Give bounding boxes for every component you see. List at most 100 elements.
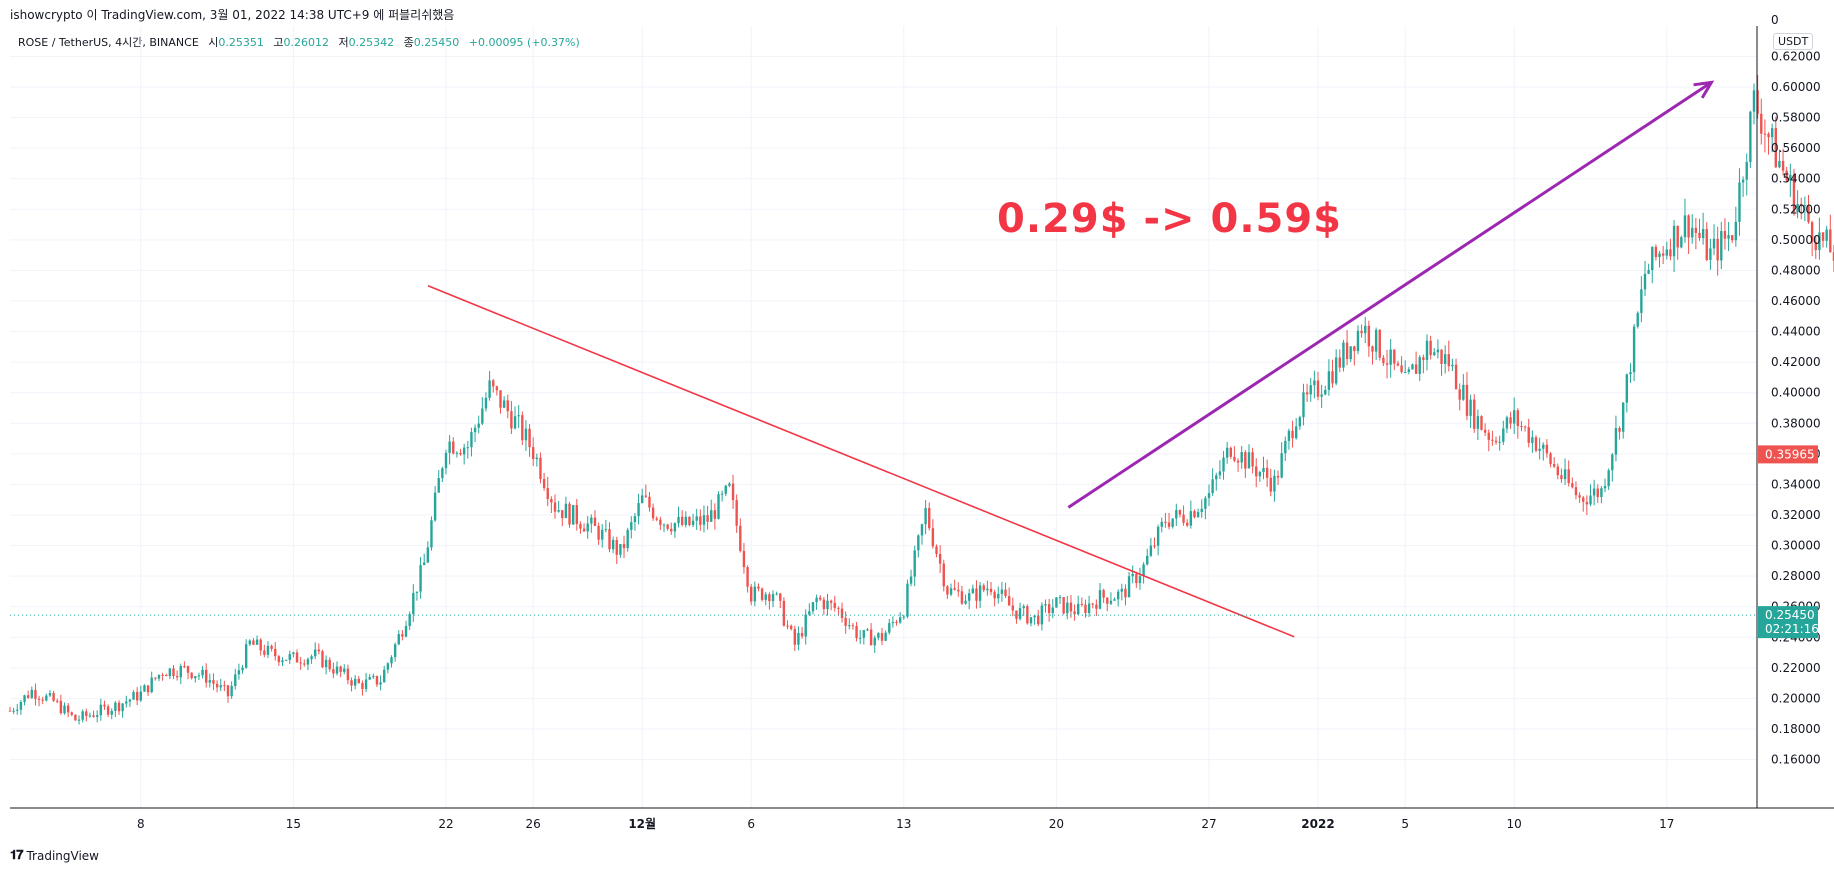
candle-body: [430, 520, 433, 548]
candle-body: [1473, 399, 1476, 429]
candle-body: [317, 649, 321, 652]
candle-body: [680, 516, 684, 525]
growth-arrow: [1067, 81, 1713, 509]
candle-body: [404, 626, 408, 637]
candle-body: [1200, 508, 1203, 513]
candle-body: [1629, 372, 1632, 375]
x-tick-label: 5: [1401, 817, 1409, 831]
tradingview-logo[interactable]: 𝟏𝟕 TradingView: [10, 848, 99, 863]
candle-body: [1563, 469, 1567, 480]
candle-body: [1422, 357, 1425, 360]
candle-body: [1829, 229, 1832, 253]
x-tick-label: 26: [526, 817, 541, 831]
candle-body: [226, 685, 230, 697]
candle-body: [1262, 467, 1265, 473]
candle-body: [1393, 349, 1396, 364]
candle-body: [150, 677, 153, 693]
symbol-name[interactable]: ROSE / TetherUS, 4시간, BINANCE: [18, 36, 199, 49]
currency-button[interactable]: USDT: [1773, 33, 1814, 50]
candle-body: [673, 523, 677, 532]
candle-body: [1345, 342, 1349, 360]
candle-body: [1135, 573, 1138, 584]
candle-body: [789, 625, 793, 630]
candle-body: [303, 663, 306, 665]
candle-body: [909, 576, 913, 584]
candle-body: [728, 483, 731, 486]
candle-body: [1106, 597, 1109, 604]
candle-body: [651, 507, 655, 519]
candle-body: [30, 689, 33, 698]
candle-body: [1738, 182, 1741, 222]
candle-body: [41, 699, 44, 701]
candle-body: [1476, 416, 1480, 429]
candle-body: [1084, 604, 1087, 614]
candle-body: [564, 503, 568, 519]
candle-body: [1469, 399, 1472, 416]
candle-body: [1047, 604, 1051, 614]
candle-body: [615, 539, 618, 555]
candle-body: [1643, 273, 1647, 290]
y-tick-label: 0.32000: [1771, 508, 1821, 522]
candle-body: [720, 493, 724, 495]
candle-body: [1244, 452, 1247, 469]
candle-body: [1073, 611, 1076, 615]
candle-body: [1527, 427, 1530, 443]
candle-body: [829, 600, 833, 603]
candle-body: [597, 525, 600, 540]
candle-body: [688, 516, 691, 526]
candle-body: [1360, 330, 1363, 334]
candle-body: [557, 510, 560, 512]
y-tick-label: 0.58000: [1771, 111, 1821, 125]
candle-body: [1313, 380, 1316, 386]
candle-body: [590, 517, 593, 524]
candle-body: [906, 583, 909, 617]
high-label: 고: [273, 36, 284, 49]
candle-body: [1574, 487, 1578, 496]
candle-body: [306, 659, 310, 665]
candle-body: [1680, 237, 1683, 248]
candle-body: [1731, 235, 1734, 241]
y-tick-label: 0.56000: [1771, 141, 1821, 155]
candle-body: [989, 588, 993, 593]
candle-body: [1454, 364, 1458, 390]
candle-body: [1480, 416, 1483, 430]
candle-body: [811, 602, 815, 612]
candle-body: [757, 586, 760, 589]
candle-body: [1425, 340, 1429, 360]
candle-body: [1523, 426, 1527, 428]
candle-body: [1691, 227, 1694, 238]
candle-body: [466, 447, 469, 449]
candle-body: [1567, 469, 1570, 484]
candle-body: [492, 380, 495, 387]
candle-body: [880, 633, 884, 641]
candle-body: [1676, 225, 1679, 248]
y-tick-label: 0.22000: [1771, 661, 1821, 675]
candle-body: [59, 700, 63, 714]
candle-body: [444, 452, 448, 469]
x-tick-label: 12월: [628, 816, 656, 831]
candle-body: [1098, 590, 1102, 609]
candle-body: [186, 666, 190, 673]
candle-body: [1640, 289, 1643, 313]
y-tick-label: 0.60000: [1771, 80, 1821, 94]
candle-body: [1825, 229, 1828, 241]
candle-body: [63, 705, 66, 714]
candle-body: [1302, 392, 1305, 418]
candle-body: [630, 522, 633, 530]
y-tick-label: 0.52000: [1771, 202, 1821, 216]
candle-body: [179, 666, 182, 678]
candle-body: [1058, 597, 1062, 599]
candle-body: [1443, 354, 1447, 364]
high-value: 0.26012: [283, 36, 330, 49]
candle-body: [601, 529, 604, 540]
candle-body: [332, 669, 335, 674]
candle-body: [26, 695, 30, 698]
candle-body: [1778, 160, 1781, 168]
candle-body: [775, 593, 778, 595]
candle-body: [106, 706, 110, 715]
candle-body: [895, 622, 898, 624]
candle-body: [1556, 466, 1559, 476]
candle-body: [1458, 389, 1461, 400]
candle-body: [1011, 605, 1014, 611]
